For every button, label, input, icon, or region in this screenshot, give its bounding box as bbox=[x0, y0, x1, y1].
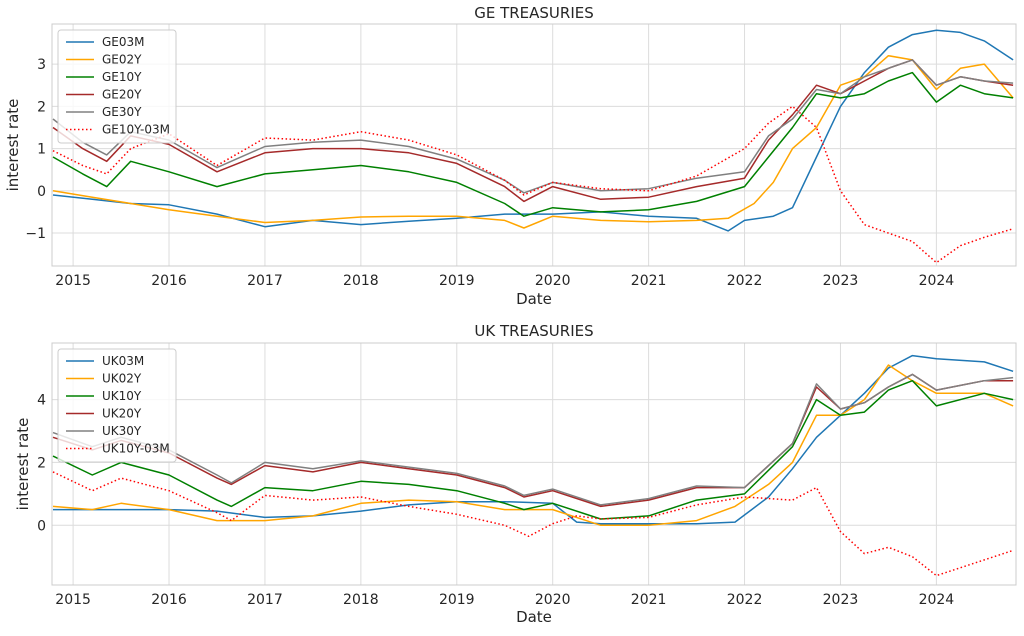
series-line-ge10y-03m bbox=[52, 105, 1014, 264]
series-line-uk10y-03m bbox=[52, 471, 1014, 577]
y-tick-label: −1 bbox=[25, 226, 46, 242]
x-tick-label: 2020 bbox=[535, 273, 571, 289]
x-tick-label: 2021 bbox=[631, 273, 667, 289]
plot-frame bbox=[51, 342, 1017, 586]
series-line-ge03m bbox=[52, 29, 1014, 232]
legend-box bbox=[57, 348, 177, 463]
x-tick-label: 2017 bbox=[247, 592, 283, 608]
chart-panel-0: 2015 2016 2017 2018 2019 2020 2021 2022 2023 2024… bbox=[4, 4, 1017, 308]
legend-label: GE30Y bbox=[102, 105, 142, 119]
y-tick-label: 4 bbox=[37, 393, 46, 409]
chart-title: GE TREASURIES bbox=[474, 4, 594, 22]
x-tick-label: 2018 bbox=[343, 273, 379, 289]
x-tick-label: 2023 bbox=[823, 273, 859, 289]
x-tick-label: 2022 bbox=[727, 592, 763, 608]
series-line-uk30y bbox=[52, 373, 1014, 506]
y-axis-label: interest rate bbox=[14, 418, 32, 511]
series-line-ge10y bbox=[52, 71, 1014, 217]
legend-label: UK20Y bbox=[102, 407, 142, 421]
x-tick-label: 2022 bbox=[727, 273, 763, 289]
legend-label: UK02Y bbox=[102, 372, 142, 386]
y-tick-label: 3 bbox=[37, 57, 46, 73]
series-line-uk02y bbox=[52, 364, 1014, 527]
legend: GE03M GE02Y GE10Y GE20Y GE30Y GE10Y-03M bbox=[57, 29, 177, 144]
legend-label: UK10Y-03M bbox=[102, 442, 170, 456]
x-tick-label: 2015 bbox=[55, 273, 91, 289]
series-line-uk03m bbox=[53, 354, 1014, 525]
plot-area bbox=[52, 24, 1016, 266]
legend-label: GE10Y-03M bbox=[102, 123, 170, 137]
series-line-ge30y bbox=[52, 59, 1014, 194]
x-tick-label: 2018 bbox=[343, 592, 379, 608]
legend-label: UK10Y bbox=[102, 389, 142, 403]
legend-label: UK30Y bbox=[102, 424, 142, 438]
legend: UK03M UK02Y UK10Y UK20Y UK30Y UK10Y-03M bbox=[57, 348, 177, 463]
x-tick-label: 2016 bbox=[151, 273, 187, 289]
x-axis-label: Date bbox=[516, 608, 552, 626]
legend-label: GE10Y bbox=[102, 70, 142, 84]
y-tick-label: 0 bbox=[37, 184, 46, 200]
legend-box bbox=[57, 29, 177, 144]
y-tick-label: 0 bbox=[37, 518, 46, 534]
series-group bbox=[52, 354, 1014, 577]
x-tick-label: 2016 bbox=[151, 592, 187, 608]
x-tick-label: 2020 bbox=[535, 592, 571, 608]
x-tick-label: 2019 bbox=[439, 592, 475, 608]
x-tick-label: 2017 bbox=[247, 273, 283, 289]
y-axis-label: interest rate bbox=[4, 99, 22, 192]
x-axis-label: Date bbox=[516, 290, 552, 308]
legend-label: GE02Y bbox=[102, 53, 142, 67]
x-tick-label: 2024 bbox=[919, 592, 955, 608]
legend-label: GE20Y bbox=[102, 88, 142, 102]
series-line-uk10y bbox=[52, 379, 1014, 520]
x-tick-label: 2023 bbox=[823, 592, 859, 608]
plot-frame bbox=[51, 23, 1017, 267]
legend-label: GE03M bbox=[102, 35, 145, 49]
x-tick-label: 2015 bbox=[55, 592, 91, 608]
chart-title: UK TREASURIES bbox=[474, 322, 593, 340]
y-tick-label: 1 bbox=[37, 142, 46, 158]
legend-label: UK03M bbox=[102, 354, 144, 368]
y-tick-label: 2 bbox=[37, 455, 46, 471]
x-tick-label: 2019 bbox=[439, 273, 475, 289]
x-tick-label: 2024 bbox=[919, 273, 955, 289]
chart-panel-1: 2015 2016 2017 2018 2019 2020 2021 2022 2023 2024… bbox=[14, 322, 1017, 626]
series-line-ge02y bbox=[52, 54, 1014, 229]
series-group bbox=[52, 29, 1014, 264]
x-tick-label: 2021 bbox=[631, 592, 667, 608]
y-tick-label: 2 bbox=[37, 99, 46, 115]
